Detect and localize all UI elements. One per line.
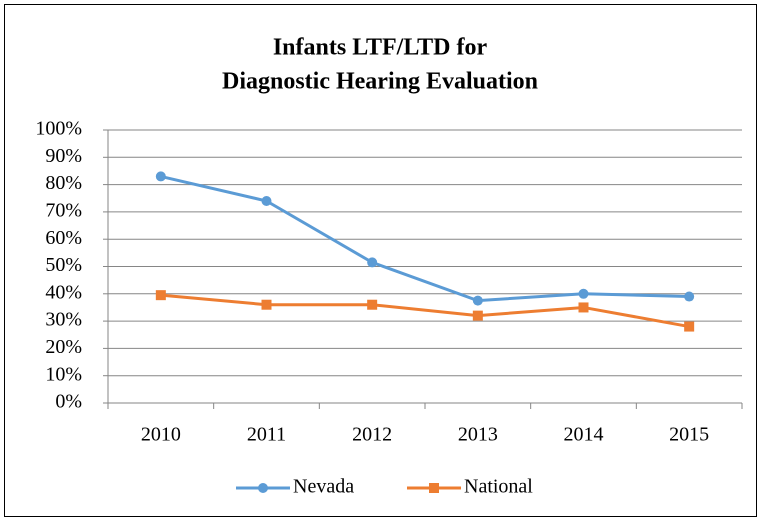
y-tick-label: 90% [45,145,82,167]
data-point [261,299,272,310]
chart-title: Diagnostic Hearing Evaluation [222,69,538,95]
legend-label: National [464,476,533,498]
data-point [367,257,378,268]
y-tick-label: 10% [45,363,82,385]
series-line [160,293,690,329]
series-line [160,174,690,303]
data-point [684,291,695,302]
data-point [578,288,589,299]
y-tick-label: 40% [45,281,82,303]
x-tick-label: 2014 [564,424,604,446]
y-tick-label: 20% [45,336,82,358]
y-tick-label: 50% [45,254,82,276]
x-tick-label: 2012 [352,424,392,446]
data-point [155,290,166,301]
data-point [261,195,272,206]
data-point [472,295,483,306]
data-point [472,310,483,321]
legend-marker [429,483,439,493]
legend-label: Nevada [293,476,354,498]
x-tick-label: 2015 [669,424,709,446]
data-point [578,302,589,313]
data-point [684,321,695,332]
y-tick-label: 30% [45,309,82,331]
y-tick-label: 100% [35,118,82,140]
chart-title: Infants LTF/LTD for [273,35,488,61]
y-tick-label: 0% [55,391,82,413]
x-tick-label: 2010 [141,424,181,446]
x-tick-label: 2013 [458,424,498,446]
y-tick-label: 80% [45,172,82,194]
y-tick-label: 70% [45,199,82,221]
data-point [367,299,378,310]
data-point [155,171,166,182]
x-tick-label: 2011 [247,424,286,446]
legend-marker [258,483,268,493]
chart-border [4,4,757,517]
y-tick-label: 60% [45,227,82,249]
